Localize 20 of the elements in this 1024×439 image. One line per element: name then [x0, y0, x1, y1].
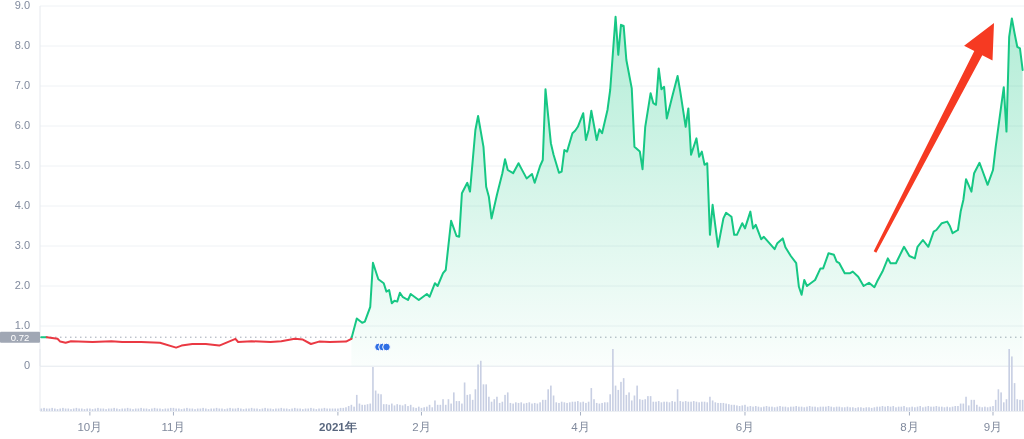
y-tick-label: 4.0 — [14, 199, 30, 211]
x-tick-label: 9月 — [983, 421, 1003, 433]
y-tick-label: 7.0 — [14, 79, 30, 91]
x-tick-label: 4月 — [571, 421, 590, 433]
line-series — [45, 336, 353, 349]
y-tick-label: 9.0 — [14, 0, 30, 11]
x-tick-label: 2月 — [412, 421, 431, 433]
y-tick-label: 0 — [23, 359, 30, 371]
y-tick-label: 2.0 — [14, 279, 30, 291]
y-tick-label: 8.0 — [14, 39, 30, 51]
y-tick-label: 6.0 — [14, 119, 30, 131]
x-tick-label: 11月 — [161, 421, 186, 433]
y-tick-label: 5.0 — [14, 159, 30, 171]
y-tick-label: 3.0 — [14, 239, 30, 251]
x-tick-label: 6月 — [735, 421, 755, 433]
x-tick-label: 8月 — [900, 421, 919, 433]
x-tick-label: 2021年 — [319, 420, 357, 433]
ref-line-label: 0.72 — [10, 331, 30, 343]
x-tick-label: 10月 — [77, 421, 103, 433]
y-tick-label: 1.0 — [14, 319, 30, 331]
